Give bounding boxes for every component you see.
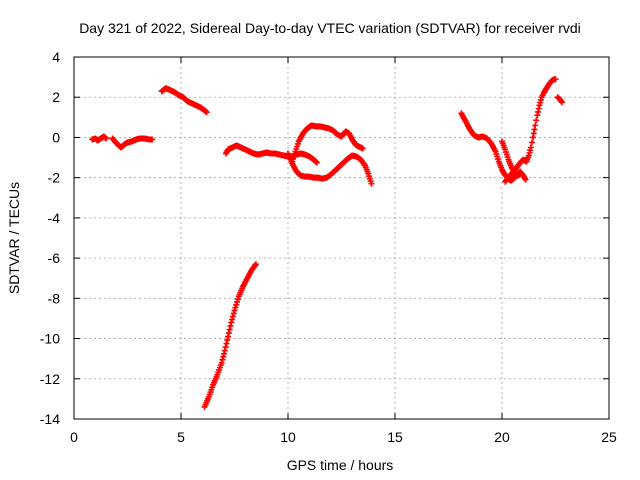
y-tick-label: -10 — [40, 331, 60, 347]
x-tick-label: 20 — [494, 429, 510, 445]
x-tick-label: 0 — [70, 429, 78, 445]
data-point — [517, 170, 524, 177]
y-tick-label: 2 — [52, 89, 60, 105]
data-point — [228, 319, 235, 326]
data-point — [222, 344, 229, 351]
data-point — [528, 139, 535, 146]
data-point — [149, 136, 156, 143]
y-axis-label: SDTVAR / TECUs — [6, 182, 22, 294]
plot-area-frame — [73, 56, 610, 420]
data-point — [220, 353, 227, 360]
data-point — [233, 301, 240, 308]
y-tick-label: -6 — [48, 250, 61, 266]
y-tick-label: -14 — [40, 411, 60, 427]
x-axis-label: GPS time / hours — [287, 457, 394, 473]
data-point — [231, 307, 238, 314]
y-tick-label: -4 — [48, 210, 61, 226]
data-point — [103, 135, 110, 142]
data-point — [225, 330, 232, 337]
data-point — [229, 313, 236, 320]
x-tick-label: 10 — [280, 429, 296, 445]
data-point — [227, 322, 234, 329]
data-point — [224, 337, 231, 344]
data-point — [218, 359, 225, 366]
data-point — [527, 144, 534, 151]
data-point — [368, 180, 375, 187]
data-point — [532, 122, 539, 129]
data-point — [234, 296, 241, 303]
data-point — [533, 117, 540, 124]
data-point — [552, 76, 559, 83]
data-point — [226, 326, 233, 333]
data-point — [203, 109, 210, 116]
data-point — [219, 356, 226, 363]
data-point — [313, 159, 320, 166]
data-point — [229, 316, 236, 323]
x-tick-label: 15 — [387, 429, 403, 445]
chart-title: Day 321 of 2022, Sidereal Day-to-day VTE… — [79, 20, 581, 36]
data-point — [223, 340, 230, 347]
data-points — [89, 76, 565, 410]
data-point — [225, 333, 232, 340]
data-point — [359, 145, 366, 152]
data-point — [221, 350, 228, 357]
data-point — [234, 298, 241, 305]
data-point — [252, 261, 259, 268]
y-tick-label: -8 — [48, 290, 61, 306]
data-point — [221, 347, 228, 354]
data-point — [230, 310, 237, 317]
x-tick-label: 25 — [601, 429, 617, 445]
y-tick-label: -12 — [40, 371, 60, 387]
data-point — [232, 304, 239, 311]
data-point — [522, 176, 529, 183]
data-point — [558, 99, 565, 106]
gridlines — [74, 57, 609, 419]
y-tick-label: -2 — [48, 170, 61, 186]
y-tick-label: 4 — [52, 49, 60, 65]
y-tick-label: 0 — [52, 129, 60, 145]
axis-ticks: 0 5 10 15 20 25 -14 -12 -10 -8 -6 -4 -2 0 2 4 — [40, 49, 617, 445]
x-tick-label: 5 — [177, 429, 185, 445]
